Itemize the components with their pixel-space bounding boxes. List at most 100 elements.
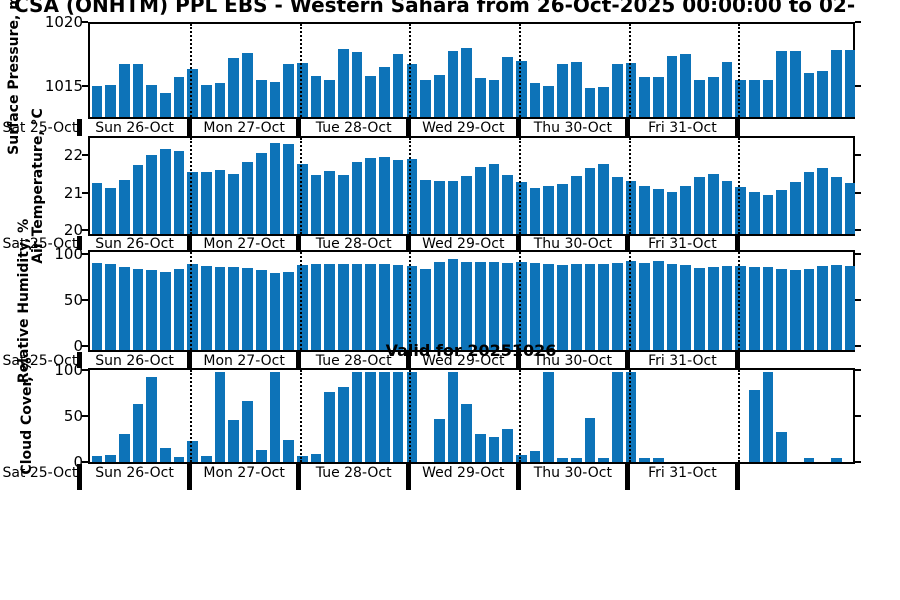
day-boundary-line xyxy=(190,24,193,117)
midnight-tick xyxy=(77,236,83,250)
day-boundary-line xyxy=(190,138,193,234)
bar xyxy=(502,429,514,462)
bar xyxy=(379,67,390,117)
bar xyxy=(598,263,609,350)
bar xyxy=(611,372,623,462)
bar xyxy=(831,50,842,117)
day-boundary-line xyxy=(738,24,741,117)
y-tick-mark xyxy=(82,191,88,194)
bar xyxy=(214,82,226,117)
y-tick-label: 21 xyxy=(63,183,83,202)
bar xyxy=(105,455,116,462)
bar xyxy=(776,189,787,234)
day-label: Mon 27-Oct xyxy=(203,465,285,481)
bar xyxy=(146,155,157,234)
bar xyxy=(584,264,596,350)
bar xyxy=(392,159,404,234)
bar xyxy=(735,266,746,350)
bar xyxy=(310,174,322,234)
bar xyxy=(338,387,349,462)
bar xyxy=(735,79,746,117)
bar xyxy=(269,82,281,117)
midnight-tick xyxy=(77,464,83,490)
bar xyxy=(447,50,459,117)
y-tick-label: 50 xyxy=(63,407,83,425)
bar xyxy=(844,49,856,117)
y-tick-mark xyxy=(855,345,861,348)
y-tick-mark xyxy=(82,460,88,463)
day-label: Mon 27-Oct xyxy=(203,352,285,369)
day-label: Fri 31-Oct xyxy=(648,465,717,481)
bar xyxy=(776,50,787,117)
bar xyxy=(132,165,144,234)
bar xyxy=(118,63,130,117)
bar xyxy=(283,439,294,462)
cloud-bars xyxy=(90,370,853,462)
bar xyxy=(735,187,746,234)
bar xyxy=(296,456,308,462)
humidity-bars xyxy=(90,252,856,350)
bar xyxy=(529,451,541,462)
bar xyxy=(324,263,336,350)
bar xyxy=(502,174,514,234)
bar xyxy=(420,179,431,234)
midnight-tick xyxy=(625,119,631,136)
bar xyxy=(803,268,815,350)
day-boundary-line xyxy=(519,138,522,234)
day-label: Wed 29-Oct xyxy=(422,235,505,252)
bar xyxy=(105,188,116,234)
bar xyxy=(680,53,692,117)
y-tick-label: 20 xyxy=(63,221,83,240)
midnight-tick xyxy=(734,464,740,490)
bar xyxy=(803,172,815,234)
bar xyxy=(570,264,582,350)
bar xyxy=(173,150,185,234)
bar xyxy=(639,458,651,462)
bar xyxy=(228,57,240,117)
bar xyxy=(762,372,774,462)
midnight-tick xyxy=(625,464,631,490)
bar xyxy=(790,50,801,117)
bar xyxy=(91,262,103,350)
y-tick-mark xyxy=(855,84,861,87)
y-tick-label: 50 xyxy=(63,291,83,310)
bar xyxy=(255,152,267,234)
bar xyxy=(570,61,582,117)
bar xyxy=(653,77,664,117)
valid-for-annotation: Valid for 20251026 xyxy=(385,341,557,360)
bar xyxy=(228,267,240,350)
bar xyxy=(420,79,431,117)
day-label: Mon 27-Oct xyxy=(203,235,285,252)
bar xyxy=(570,175,582,234)
bar xyxy=(639,185,651,234)
y-tick-mark xyxy=(855,229,861,232)
bar xyxy=(475,433,486,462)
bar xyxy=(844,182,856,234)
day-label: Sun 26-Oct xyxy=(95,120,174,136)
midnight-tick xyxy=(186,464,192,490)
bar xyxy=(639,77,651,117)
bar xyxy=(392,53,404,117)
bar xyxy=(132,63,144,117)
bar xyxy=(420,268,431,350)
bar xyxy=(118,267,130,350)
bar xyxy=(584,168,596,234)
bar xyxy=(625,181,637,234)
bar xyxy=(146,85,157,117)
day-label: Thu 30-Oct xyxy=(533,465,612,481)
bar xyxy=(296,265,308,350)
bar xyxy=(557,64,568,117)
bar xyxy=(433,74,445,117)
bar xyxy=(105,85,116,117)
bar xyxy=(694,268,705,350)
bar xyxy=(516,454,527,462)
bar xyxy=(488,79,500,117)
bar xyxy=(324,80,336,117)
midnight-tick xyxy=(405,464,411,490)
bar xyxy=(146,376,157,462)
bar xyxy=(338,263,349,350)
bar xyxy=(310,76,322,117)
y-tick-mark xyxy=(82,153,88,156)
bar xyxy=(118,433,130,462)
bar xyxy=(625,260,637,350)
